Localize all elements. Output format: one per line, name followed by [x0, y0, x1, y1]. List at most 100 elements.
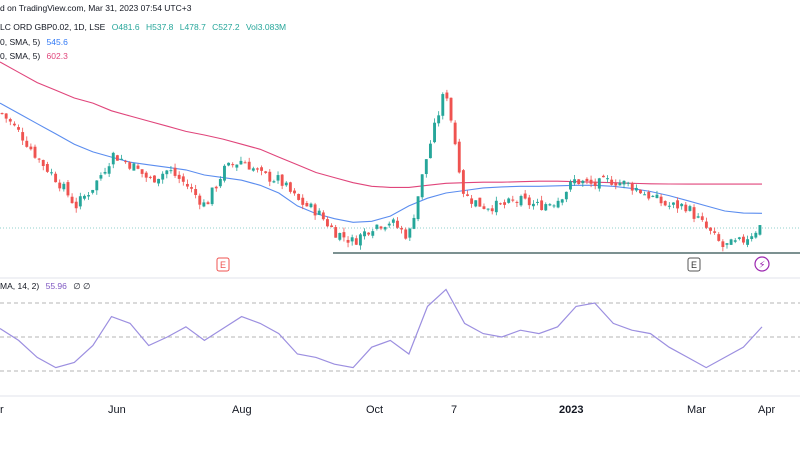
rsi-extra: ∅ ∅ [73, 281, 91, 291]
candle-body [478, 197, 482, 207]
candle-body [334, 227, 338, 238]
candle-body [313, 204, 317, 216]
svg-text:⚡: ⚡ [758, 260, 765, 271]
candle-body [70, 196, 74, 204]
candle-body [367, 232, 371, 235]
published-caption: d on TradingView.com, Mar 31, 2023 07:54… [0, 3, 192, 13]
candle-body [449, 97, 453, 121]
candle-body [610, 179, 614, 185]
ohlc-high: H537.8 [146, 22, 174, 32]
x-tick-oct: Oct [366, 404, 384, 416]
candle-body [17, 127, 20, 130]
candle-body [466, 194, 469, 196]
candle-body [503, 202, 507, 205]
candle-body [276, 175, 280, 181]
candle-body [50, 172, 53, 174]
candle-body [709, 227, 712, 231]
candle-body [264, 171, 268, 173]
candle-body [672, 202, 675, 205]
sma50-legend[interactable]: 0, SMA, 5) 545.6 [0, 37, 72, 48]
candle-body [194, 189, 198, 196]
candle-body [494, 200, 498, 213]
candle-body [564, 191, 568, 200]
candle-body [251, 168, 255, 171]
candle-body [680, 203, 684, 207]
rsi-legend[interactable]: MA, 14, 2) 55.96 ∅ ∅ [0, 281, 94, 292]
candle-body [548, 204, 552, 206]
candle-body [717, 234, 721, 241]
candle-body [737, 237, 741, 239]
earnings-marker-2[interactable]: E [687, 257, 701, 272]
x-tick-7: 7 [451, 404, 458, 416]
candle-body [177, 174, 181, 179]
candle-body [198, 195, 202, 205]
candle-body [655, 194, 659, 199]
candle-body [103, 171, 107, 174]
candle-body [8, 119, 12, 122]
candle-body [54, 173, 58, 183]
candle-body [536, 201, 539, 203]
candle-body [95, 180, 99, 191]
candle-body [499, 203, 502, 205]
ohlc-close: C527.2 [212, 22, 240, 32]
candle-body [297, 193, 301, 200]
candle-body [33, 146, 37, 158]
candle-body [243, 162, 247, 164]
candle-body [148, 176, 152, 178]
candle-body [630, 183, 634, 191]
candle-body [255, 168, 259, 170]
earnings-marker-1[interactable]: E [216, 257, 230, 272]
candle-body [552, 205, 556, 207]
candle-body [428, 143, 432, 159]
candle-body [247, 161, 251, 170]
candle-body [544, 204, 548, 211]
split-marker[interactable]: ⚡ [754, 256, 770, 272]
candle-body [280, 174, 284, 186]
candle-body [540, 200, 544, 211]
sma100-legend[interactable]: 0, SMA, 5) 602.3 [0, 51, 72, 62]
candle-body [210, 187, 214, 205]
candle-body [358, 234, 362, 246]
rsi-label: MA, 14, 2) [0, 281, 40, 291]
candle-body [305, 202, 309, 207]
x-tick-mar: Mar [687, 404, 706, 416]
candle-body [700, 216, 704, 220]
candle-body [634, 187, 638, 191]
candle-body [375, 224, 379, 229]
candle-body [412, 217, 416, 229]
candle-body [647, 192, 651, 199]
candle-body [560, 199, 564, 203]
candle-body [330, 225, 334, 228]
candle-body [424, 159, 428, 175]
candle-body [482, 206, 486, 209]
candle-body [721, 241, 725, 247]
candle-body [25, 140, 29, 147]
candle-body [750, 236, 754, 239]
candle-body [704, 221, 708, 228]
candle-body [321, 212, 325, 220]
candle-body [144, 172, 148, 178]
candle-body [593, 181, 597, 187]
candle-body [239, 160, 243, 165]
candle-body [124, 161, 128, 163]
sma50-value: 545.6 [46, 37, 68, 47]
candle-body [235, 164, 239, 168]
candle-body [746, 239, 750, 245]
candle-body [342, 232, 346, 238]
candle-body [12, 123, 16, 126]
candle-body [107, 166, 111, 174]
candle-body [293, 190, 296, 194]
candle-body [692, 207, 696, 219]
candle-body [190, 187, 193, 189]
candle-body [165, 170, 169, 175]
candle-body [354, 238, 358, 245]
candles-group [0, 89, 762, 252]
candle-body [758, 225, 762, 235]
candle-body [136, 165, 140, 169]
candle-body [597, 178, 601, 189]
candle-body [185, 183, 189, 187]
sma100-value: 602.3 [46, 51, 68, 61]
candle-body [589, 179, 593, 184]
symbol-legend[interactable]: LC ORD GBP0.02, 1D, LSE O481.6 H537.8 L4… [0, 22, 290, 33]
